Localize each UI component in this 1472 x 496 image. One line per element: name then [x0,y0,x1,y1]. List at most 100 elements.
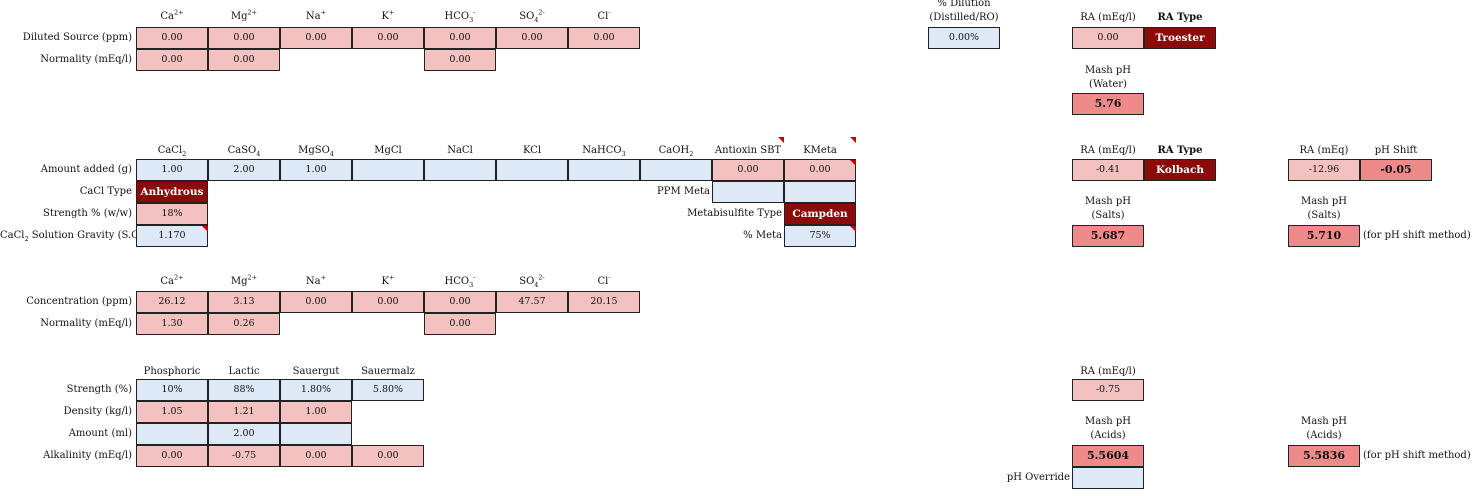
amount-nahco3-input[interactable] [568,159,640,181]
col-header-na: Na+ [305,273,327,287]
amount-lactic-input[interactable]: 2.00 [208,423,280,445]
dilution-input[interactable]: 0.00% [928,27,1000,49]
density-lactic-cell[interactable]: 1.21 [208,401,280,423]
density-sauergut-cell[interactable]: 1.00 [280,401,352,423]
ppm-meta-kmeta-input[interactable] [784,181,856,203]
density-phosphoric-cell[interactable]: 1.05 [136,401,208,423]
col-header-cacl2: CaCl2 [157,145,187,158]
mash-label-acids: Mash pH [1084,416,1132,427]
shift-method-note: (for pH shift method) [1363,230,1471,241]
diluted-so4-cell[interactable]: 0.00 [496,27,568,49]
col-header-ca: Ca2+ [160,8,184,22]
strength-sauermalz-input[interactable]: 5.80% [352,379,424,401]
row-label-concentration: Concentration (ppm) [26,296,132,307]
col-header-cl: Cl- [597,8,611,22]
ra-type-label-water: RA Type [1157,12,1203,23]
amount-caoh2-input[interactable] [640,159,712,181]
col-header-mgso4: MgSO4 [298,145,334,158]
diluted-hco3-cell[interactable]: 0.00 [424,27,496,49]
alk-sauergut-cell[interactable]: 0.00 [280,445,352,467]
normality-hco3-cell[interactable]: 0.00 [424,49,496,71]
ra-type-label-salts: RA Type [1157,145,1203,156]
mash-ph-salts-value[interactable]: 5.687 [1072,225,1144,247]
amount-caso4-input[interactable]: 2.00 [208,159,280,181]
meta-type-label: Metabisulfite Type [687,208,782,219]
conc-ca-cell[interactable]: 26.12 [136,291,208,313]
ra-value-water[interactable]: 0.00 [1072,27,1144,49]
ra-label-acids: RA (mEq/l) [1080,366,1136,377]
ph-shift-value[interactable]: -0.05 [1360,159,1432,181]
col-header-nahco3: NaHCO3 [582,145,626,158]
col-header-ca: Ca2+ [160,273,184,287]
mash-ph-acids-value[interactable]: 5.5604 [1072,445,1144,467]
row-label-normality: Normality (mEq/l) [40,318,132,329]
col-header-so4: SO42- [519,8,545,24]
conc-na-cell[interactable]: 0.00 [280,291,352,313]
alk-phosphoric-cell[interactable]: 0.00 [136,445,208,467]
norm-mg-cell[interactable]: 0.26 [208,313,280,335]
col-header-caoh2: CaOH2 [658,145,694,158]
col-header-cl: Cl- [597,273,611,287]
col-header-sauermalz: Sauermalz [361,366,415,377]
amount-sauergut-input[interactable] [280,423,352,445]
acid-amount-label: Amount (ml) [68,428,132,439]
conc-mg-cell[interactable]: 3.13 [208,291,280,313]
diluted-ca-cell[interactable]: 0.00 [136,27,208,49]
alkalinity-label: Alkalinity (mEq/l) [43,450,132,461]
ra-meq-label: RA (mEq) [1299,145,1349,156]
pct-meta-input[interactable]: 75% [784,225,856,247]
ph-override-input[interactable] [1072,467,1144,489]
col-header-antioxin: Antioxin SBT [714,145,782,156]
gravity-input[interactable]: 1.170 [136,225,208,247]
strength-lactic-input[interactable]: 88% [208,379,280,401]
diluted-cl-cell[interactable]: 0.00 [568,27,640,49]
mash-ph-acids-shift-value[interactable]: 5.5836 [1288,445,1360,467]
ra-label-water: RA (mEq/l) [1080,12,1136,23]
normality-mg-cell[interactable]: 0.00 [208,49,280,71]
mash-ph-salts-shift-value[interactable]: 5.710 [1288,225,1360,247]
strength-value[interactable]: 18% [136,203,208,225]
strength-label: Strength % (w/w) [42,208,132,219]
ppm-meta-antioxin-input[interactable] [712,181,784,203]
alk-lactic-cell[interactable]: -0.75 [208,445,280,467]
diluted-mg-cell[interactable]: 0.00 [208,27,280,49]
col-header-kcl: KCl [522,145,542,156]
norm-hco3-cell[interactable]: 0.00 [424,313,496,335]
conc-hco3-cell[interactable]: 0.00 [424,291,496,313]
strength-phosphoric-input[interactable]: 10% [136,379,208,401]
alk-sauermalz-cell[interactable]: 0.00 [352,445,424,467]
amount-nacl-input[interactable] [424,159,496,181]
strength-sauergut-input[interactable]: 1.80% [280,379,352,401]
amount-cacl2-input[interactable]: 1.00 [136,159,208,181]
amount-phosphoric-input[interactable] [136,423,208,445]
amount-mgso4-input[interactable]: 1.00 [280,159,352,181]
amount-kmeta-cell[interactable]: 0.00 [784,159,856,181]
norm-ca-cell[interactable]: 1.30 [136,313,208,335]
mash-label-salts-shift: Mash pH [1300,196,1348,207]
ra-value-acids[interactable]: -0.75 [1072,379,1144,401]
meta-type-select[interactable]: Campden [784,203,856,225]
cacl-type-select[interactable]: Anhydrous [136,181,208,203]
col-header-so4: SO42- [519,273,545,289]
ra-type-select-salts[interactable]: Kolbach [1144,159,1216,181]
conc-cl-cell[interactable]: 20.15 [568,291,640,313]
diluted-na-cell[interactable]: 0.00 [280,27,352,49]
shift-method-note: (for pH shift method) [1363,450,1471,461]
amount-antioxin-cell[interactable]: 0.00 [712,159,784,181]
ra-type-select-water[interactable]: Troester [1144,27,1216,49]
conc-so4-cell[interactable]: 47.57 [496,291,568,313]
amount-kcl-input[interactable] [496,159,568,181]
conc-k-cell[interactable]: 0.00 [352,291,424,313]
acid-strength-label: Strength (%) [66,384,132,395]
ra-meq-value[interactable]: -12.96 [1288,159,1360,181]
pct-meta-label: % Meta [743,230,782,241]
diluted-k-cell[interactable]: 0.00 [352,27,424,49]
ra-value-salts[interactable]: -0.41 [1072,159,1144,181]
col-header-sauergut: Sauergut [292,366,340,377]
mash-ph-water-value[interactable]: 5.76 [1072,93,1144,115]
col-header-lactic: Lactic [228,366,260,377]
comment-marker [778,137,784,143]
amount-mgcl-input[interactable] [352,159,424,181]
dilution-sublabel: (Distilled/RO) [929,12,999,23]
normality-ca-cell[interactable]: 0.00 [136,49,208,71]
